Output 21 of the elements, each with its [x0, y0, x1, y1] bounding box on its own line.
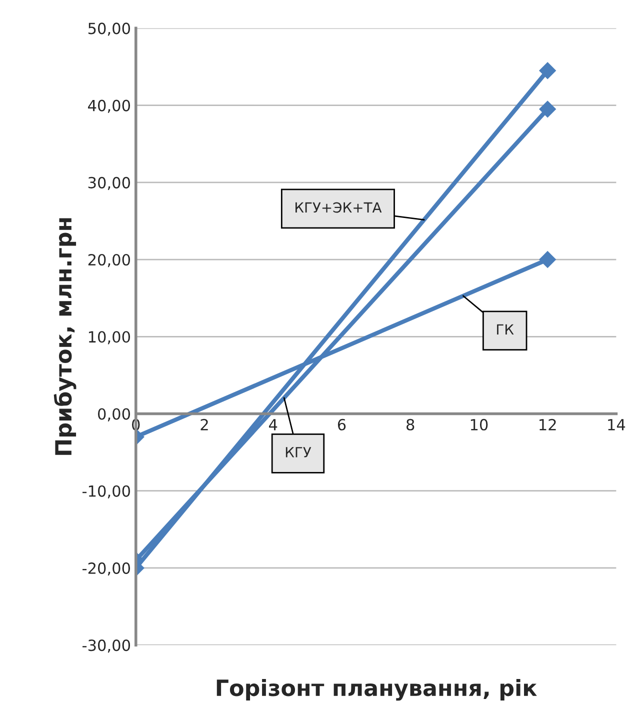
x-tick-label: 14: [608, 419, 626, 430]
x-tick-label: 6: [338, 418, 346, 430]
x-axis-title: Горізонт планування, рік: [216, 679, 537, 701]
x-tick-label: 8: [406, 418, 414, 430]
x-tick-label: 2: [200, 418, 208, 430]
y-tick-label: -30,00: [82, 640, 130, 653]
y-tick-label: 40,00: [88, 100, 130, 113]
y-tick-label: -10,00: [82, 485, 130, 498]
text: КГУ+ЭК+ТА: [296, 202, 382, 213]
y-tick-label: 10,00: [88, 331, 130, 344]
text: ГК: [497, 324, 514, 334]
y-tick-label: 0,00: [98, 408, 130, 422]
text: КГУ: [286, 447, 312, 458]
y-axis-title: Прибуток, млн.грн: [54, 218, 76, 455]
x-tick-label: 10: [470, 418, 488, 430]
x-tick-label: 12: [540, 418, 556, 430]
y-tick-label: 50,00: [88, 22, 130, 36]
y-tick-label: 30,00: [88, 176, 130, 190]
y-tick-label: -20,00: [82, 562, 130, 576]
y-tick-label: 20,00: [88, 254, 130, 268]
x-tick-label: 4: [269, 419, 278, 430]
